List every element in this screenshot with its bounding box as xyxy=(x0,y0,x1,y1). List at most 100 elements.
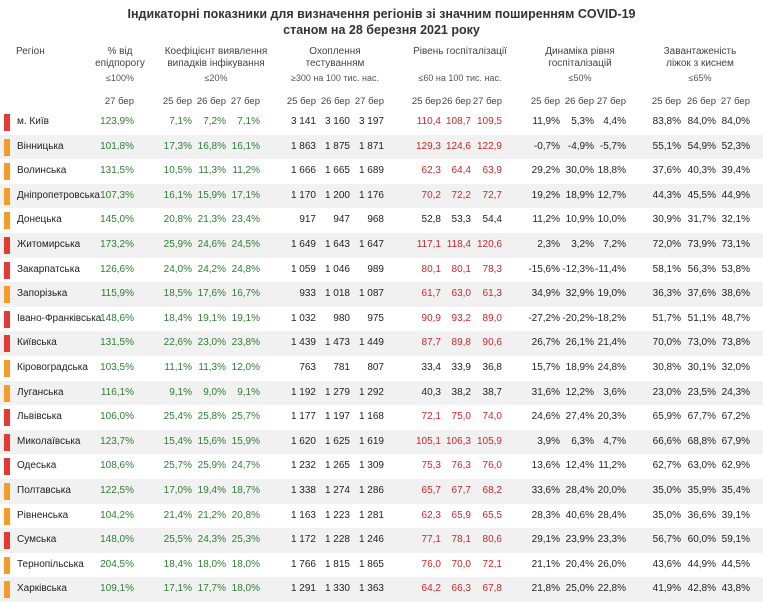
cell-coef: 9,1% xyxy=(169,386,192,398)
threshold-dyn: ≤50% xyxy=(568,73,592,83)
cell-dyn: 18,8% xyxy=(597,165,626,177)
threshold-hosp: ≤60 на 100 тис. нас. xyxy=(418,73,502,83)
cell-testing: 1 170 xyxy=(290,189,316,201)
cell-beds: 73,8% xyxy=(721,337,750,349)
date-dyn-3: 27 бер xyxy=(596,96,626,107)
cell-hosp: 106,3 xyxy=(445,435,471,447)
cell-hosp: 89,0 xyxy=(482,312,502,324)
cell-coef: 11,3% xyxy=(198,362,226,373)
cell-testing: 1 865 xyxy=(358,558,384,570)
date-hosp-2: 26 бер xyxy=(441,96,471,107)
header-coef-line2: випадків інфікування xyxy=(167,58,265,69)
cell-coef: 17,6% xyxy=(197,288,226,300)
cell-dyn: 23,9% xyxy=(565,534,594,546)
cell-coef: 25,7% xyxy=(231,411,260,423)
cell-coef: 17,1% xyxy=(163,583,192,595)
cell-beds: 51,1% xyxy=(687,312,716,324)
cell-dyn: 23,3% xyxy=(597,534,626,546)
region-name: Тернопільська xyxy=(17,558,84,570)
cell-pct-epi: 148,6% xyxy=(100,312,134,324)
header-pct-epi: % від епідпорогу xyxy=(85,46,155,70)
region-status-bar xyxy=(4,483,10,500)
cell-coef: 7,1% xyxy=(237,116,260,127)
region-status-bar xyxy=(4,286,10,304)
cell-dyn: 40,6% xyxy=(565,509,594,521)
cell-pct-epi: 131,5% xyxy=(100,337,134,349)
cell-beds: 43,8% xyxy=(721,583,750,595)
header-hosp: Рівень госпіталізації xyxy=(405,46,515,58)
cell-dyn: 29,1% xyxy=(531,534,560,546)
cell-beds: 56,3% xyxy=(687,263,716,275)
cell-dyn: -4,9% xyxy=(567,140,594,152)
cell-dyn: 19,2% xyxy=(531,189,560,201)
cell-beds: 37,6% xyxy=(687,288,716,300)
cell-coef: 11,3% xyxy=(198,165,226,177)
header-dyn-line2: госпіталізацій xyxy=(548,58,612,69)
region-status-bar xyxy=(4,532,10,550)
cell-coef: 18,4% xyxy=(163,312,192,324)
cell-testing: 1 871 xyxy=(358,140,384,152)
cell-hosp: 87,7 xyxy=(421,337,441,349)
cell-coef: 24,3% xyxy=(197,534,226,546)
cell-dyn: 21,1% xyxy=(531,558,560,570)
cell-coef: 20,8% xyxy=(231,509,260,521)
cell-beds: 38,6% xyxy=(721,288,750,300)
cell-beds: 44,9% xyxy=(721,189,750,201)
cell-coef: 23,4% xyxy=(231,214,260,226)
table-row: Вінницька 101,8% 17,3% 16,8% 16,1% 1 863 1 875… xyxy=(0,134,763,160)
cell-testing: 1 192 xyxy=(290,386,316,398)
cell-testing: 1 625 xyxy=(324,435,350,447)
cell-dyn: 10,0% xyxy=(597,214,626,226)
cell-coef: 18,4% xyxy=(163,558,192,570)
cell-beds: 70,0% xyxy=(652,337,681,349)
cell-beds: 39,1% xyxy=(721,509,750,521)
cell-beds: 36,3% xyxy=(652,288,681,300)
cell-beds: 63,0% xyxy=(687,460,716,472)
cell-pct-epi: 131,5% xyxy=(100,165,134,177)
cell-beds: 42,8% xyxy=(687,583,716,595)
cell-coef: 16,1% xyxy=(163,189,192,201)
cell-coef: 18,7% xyxy=(231,485,260,496)
cell-hosp: 78,1 xyxy=(451,534,471,546)
cell-dyn: 26,7% xyxy=(531,337,560,349)
region-name: Сумська xyxy=(17,534,57,546)
table-row: Полтавська 122,5% 17,0% 19,4% 18,7% 1 338 1 27… xyxy=(0,479,763,504)
region-status-bar xyxy=(4,507,10,525)
cell-testing: 3 141 xyxy=(290,116,316,127)
cell-beds: 73,0% xyxy=(687,337,716,349)
region-status-bar xyxy=(4,433,10,451)
header-beds-line1: Завантаженість xyxy=(663,46,737,57)
cell-testing: 1 274 xyxy=(324,485,350,496)
cell-coef: 9,0% xyxy=(203,386,226,398)
cell-dyn: 11,2% xyxy=(532,214,560,226)
cell-hosp: 75,3 xyxy=(421,460,441,472)
cell-coef: 17,0% xyxy=(163,485,192,496)
table-row: Закарпатська 126,6% 24,0% 24,2% 24,8% 1 059 1 … xyxy=(0,258,763,283)
cell-pct-epi: 148,0% xyxy=(100,534,134,546)
date-beds-2: 26 бер xyxy=(686,96,716,107)
cell-beds: 36,6% xyxy=(687,509,716,521)
cell-hosp: 53,3 xyxy=(451,214,471,226)
cell-hosp: 124,6 xyxy=(445,140,471,152)
cell-hosp: 90,9 xyxy=(421,312,441,324)
cell-coef: 24,2% xyxy=(197,263,226,275)
cell-dyn: -12,3% xyxy=(562,263,594,275)
cell-hosp: 77,1 xyxy=(421,534,441,546)
cell-dyn: 26,1% xyxy=(565,337,594,349)
region-status-bar xyxy=(4,360,10,377)
table-row: Запорізька 115,9% 18,5% 17,6% 16,7% 933 1 018 1… xyxy=(0,282,763,307)
cell-dyn: 3,9% xyxy=(537,435,560,447)
header-beds-line2: ліжок з киснем xyxy=(666,58,734,69)
cell-dyn: 10,9% xyxy=(565,214,594,226)
cell-dyn: 6,3% xyxy=(571,435,594,447)
cell-coef: 15,4% xyxy=(163,435,192,447)
region-name: Полтавська xyxy=(17,485,71,496)
cell-beds: 52,3% xyxy=(721,140,750,152)
cell-pct-epi: 106,0% xyxy=(100,411,134,423)
cell-coef: 20,8% xyxy=(163,214,192,226)
table-row: Івано-Франківська 148,6% 18,4% 19,1% 19,1% 1 … xyxy=(0,307,763,332)
region-status-bar xyxy=(4,310,10,328)
cell-dyn: -20,2% xyxy=(562,312,594,324)
cell-pct-epi: 123,7% xyxy=(100,435,134,447)
threshold-pct-epi: ≤100% xyxy=(106,73,134,83)
